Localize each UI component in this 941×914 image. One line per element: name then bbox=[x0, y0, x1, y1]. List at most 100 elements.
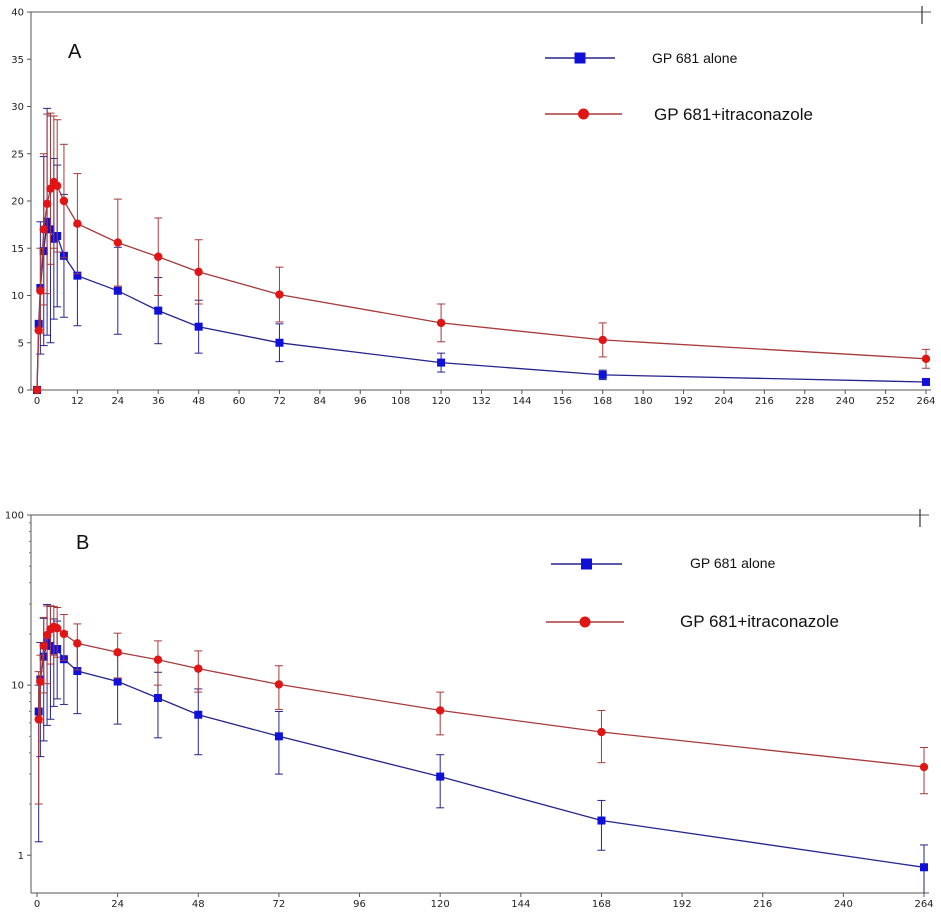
data-point bbox=[922, 377, 930, 386]
x-tick-label: 132 bbox=[472, 396, 491, 407]
x-tick-label: 180 bbox=[634, 396, 653, 407]
data-point bbox=[73, 639, 82, 648]
y-tick-label: 25 bbox=[11, 149, 24, 160]
data-point bbox=[153, 655, 163, 664]
x-tick-label: 0 bbox=[34, 396, 40, 407]
legend-marker bbox=[578, 108, 589, 120]
data-point bbox=[113, 238, 123, 247]
x-tick-label: 120 bbox=[431, 899, 450, 910]
data-point bbox=[52, 624, 62, 633]
data-point bbox=[598, 370, 607, 379]
data-point bbox=[36, 677, 45, 686]
data-point bbox=[921, 354, 931, 364]
x-tick-label: 24 bbox=[111, 899, 124, 910]
data-point bbox=[34, 326, 43, 335]
data-point bbox=[113, 648, 122, 657]
x-tick-label: 12 bbox=[71, 396, 84, 407]
data-point bbox=[194, 664, 203, 673]
y-tick-label: 1 bbox=[18, 851, 24, 862]
panel-b-chart: B 1 10 100 0 24 48 72 96 120 144 168 192 216 240 264 GP… bbox=[5, 509, 934, 910]
series-line bbox=[36, 180, 927, 391]
data-point bbox=[194, 267, 203, 277]
y-tick-label: 20 bbox=[11, 197, 24, 208]
data-point bbox=[274, 680, 284, 689]
data-point bbox=[46, 184, 55, 193]
data-point bbox=[154, 306, 163, 315]
x-tick-label: 0 bbox=[34, 899, 40, 910]
data-point bbox=[73, 271, 82, 280]
data-point bbox=[113, 286, 122, 295]
data-point bbox=[194, 710, 203, 719]
x-tick-label: 144 bbox=[511, 899, 530, 910]
x-tick-label: 48 bbox=[192, 396, 205, 407]
x-tick-label: 216 bbox=[755, 396, 774, 407]
panel-a-chart: A 0 5 10 15 20 25 30 35 40 0 12 24 36 48 60 72 84 96 108 12… bbox=[11, 6, 936, 407]
data-point bbox=[53, 181, 62, 191]
x-tick-label: 168 bbox=[593, 396, 612, 407]
data-point bbox=[275, 290, 284, 299]
panel-b-label: B bbox=[76, 532, 89, 554]
series-line bbox=[38, 641, 925, 868]
data-point bbox=[36, 286, 45, 295]
legend-marker bbox=[574, 52, 586, 64]
legend-marker bbox=[581, 558, 592, 570]
series-gp681-alone bbox=[34, 603, 928, 893]
legend-label: GP 681+itraconazole bbox=[680, 612, 839, 631]
panel-a-label: A bbox=[68, 41, 82, 63]
data-point bbox=[59, 196, 69, 206]
x-tick-label: 84 bbox=[313, 396, 326, 407]
data-point bbox=[920, 863, 928, 872]
legend-label: GP 681+itraconazole bbox=[654, 105, 813, 124]
x-tick-label: 264 bbox=[916, 396, 935, 407]
data-point bbox=[42, 199, 52, 209]
data-point bbox=[59, 629, 69, 639]
y-tick-label: 30 bbox=[11, 102, 24, 113]
x-tick-label: 120 bbox=[432, 396, 451, 407]
x-tick-label: 144 bbox=[512, 396, 531, 407]
x-tick-label: 156 bbox=[553, 396, 572, 407]
data-point bbox=[598, 335, 607, 345]
x-tick-label: 216 bbox=[753, 899, 772, 910]
y-tick-label: 10 bbox=[11, 291, 24, 302]
data-point bbox=[437, 358, 446, 367]
x-tick-label: 204 bbox=[714, 396, 733, 407]
series-line bbox=[38, 626, 925, 768]
data-point bbox=[436, 772, 445, 781]
data-point bbox=[153, 694, 162, 703]
legend-label: GP 681 alone bbox=[652, 50, 738, 66]
data-point bbox=[275, 338, 284, 347]
data-point bbox=[436, 318, 446, 328]
x-tick-label: 192 bbox=[674, 396, 693, 407]
series-gp681-itraconazole bbox=[32, 112, 931, 395]
x-tick-label: 48 bbox=[192, 899, 205, 910]
y-tick-label: 5 bbox=[18, 338, 24, 349]
y-tick-label: 10 bbox=[11, 681, 24, 692]
x-tick-label: 264 bbox=[914, 899, 933, 910]
x-tick-label: 96 bbox=[353, 899, 366, 910]
data-point bbox=[435, 706, 445, 715]
data-point bbox=[73, 219, 82, 228]
y-tick-label: 35 bbox=[11, 55, 24, 66]
data-point bbox=[154, 252, 163, 261]
data-point bbox=[194, 322, 203, 331]
x-tick-label: 240 bbox=[834, 899, 853, 910]
data-point bbox=[597, 816, 606, 825]
legend-marker bbox=[579, 616, 591, 628]
x-tick-label: 36 bbox=[152, 396, 165, 407]
x-tick-label: 24 bbox=[111, 396, 124, 407]
x-tick-label: 60 bbox=[233, 396, 246, 407]
x-tick-label: 192 bbox=[673, 899, 692, 910]
data-point bbox=[919, 762, 929, 772]
data-point bbox=[34, 715, 43, 724]
data-point bbox=[32, 385, 42, 395]
series-gp681-itraconazole bbox=[34, 605, 929, 805]
data-point bbox=[597, 727, 606, 737]
y-tick-label: 15 bbox=[11, 244, 24, 255]
data-point bbox=[39, 641, 48, 651]
data-point bbox=[113, 677, 122, 686]
legend: GP 681 alone GP 681+itraconazole bbox=[545, 50, 813, 124]
x-tick-label: 240 bbox=[836, 396, 855, 407]
y-tick-label: 0 bbox=[18, 386, 24, 397]
data-point bbox=[73, 667, 82, 676]
